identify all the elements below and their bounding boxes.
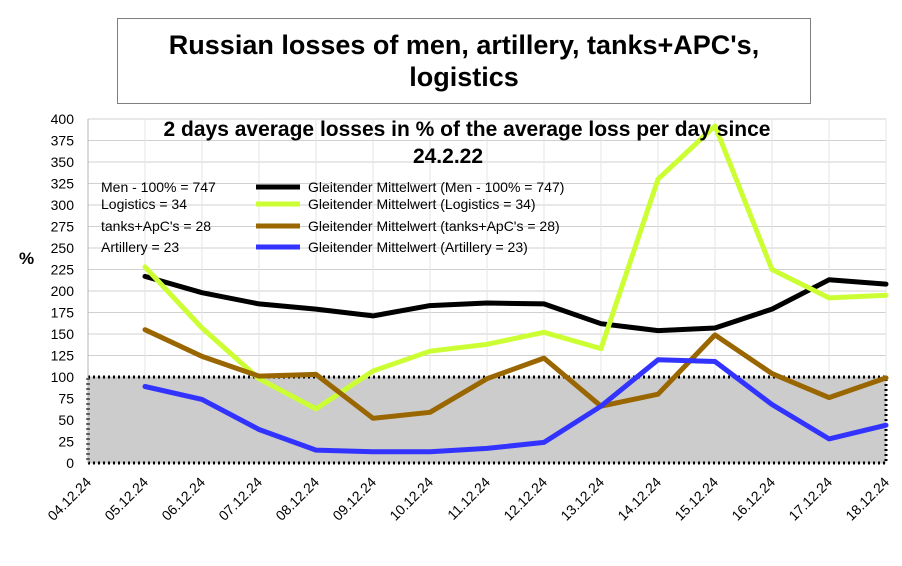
- x-tick-label: 17.12.24: [785, 474, 835, 524]
- x-tick-label: 15.12.24: [671, 474, 721, 524]
- legend-entry: Gleitender Mittelwert (tanks+ApC's = 28): [308, 218, 560, 234]
- y-tick-label: 175: [51, 305, 75, 321]
- x-tick-label: 16.12.24: [728, 474, 778, 524]
- y-tick-label: 100: [51, 369, 75, 385]
- y-tick-label: 275: [51, 219, 75, 235]
- y-tick-label: 300: [51, 197, 75, 213]
- y-tick-label: 350: [51, 154, 75, 170]
- y-tick-label: 400: [51, 111, 75, 127]
- y-tick-label: 375: [51, 133, 75, 149]
- x-tick-label: 08.12.24: [272, 474, 322, 524]
- y-axis-label: %: [19, 249, 34, 268]
- x-tick-label: 10.12.24: [386, 474, 436, 524]
- legend-entry: Gleitender Mittelwert (Logistics = 34): [308, 196, 536, 212]
- x-tick-label: 06.12.24: [158, 474, 208, 524]
- x-tick-label: 14.12.24: [614, 474, 664, 524]
- x-tick-label: 12.12.24: [500, 474, 550, 524]
- series-line-3: [142, 357, 889, 455]
- legend-entry: Gleitender Mittelwert (Artillery = 23): [308, 239, 528, 255]
- x-tick-label: 11.12.24: [444, 474, 493, 523]
- y-tick-label: 225: [51, 262, 75, 278]
- y-tick-label: 200: [51, 283, 75, 299]
- legend-note: Artillery = 23: [101, 239, 179, 255]
- y-tick-label: 75: [58, 391, 74, 407]
- chart-subtitle: 2 days average losses in % of the averag…: [164, 118, 771, 168]
- series-line-2: [142, 327, 889, 421]
- subtitle-line: 2 days average losses in % of the averag…: [164, 118, 771, 141]
- y-tick-label: 50: [58, 412, 74, 428]
- series-line-1: [142, 123, 889, 412]
- y-tick-label: 150: [51, 326, 75, 342]
- x-axis-ticks: 04.12.24 05.12.24 06.12.24 07.12.24 08.12.24…: [44, 474, 892, 524]
- x-tick-label: 07.12.24: [215, 474, 265, 524]
- y-axis-ticks: 0 25 50 75 100 125 150 175 200 225 250 275 300 325 350…: [51, 111, 75, 471]
- x-tick-label: 04.12.24: [44, 474, 94, 524]
- y-tick-label: 250: [51, 240, 75, 256]
- y-tick-label: 325: [51, 176, 75, 192]
- series-lines: [142, 123, 889, 455]
- chart-title: Russian losses of men, artillery, tanks+…: [117, 18, 811, 104]
- y-tick-label: 0: [66, 455, 74, 471]
- y-tick-label: 25: [58, 434, 74, 450]
- x-tick-label: 05.12.24: [101, 474, 151, 524]
- y-tick-label: 125: [51, 348, 75, 364]
- x-tick-label: 18.12.24: [842, 474, 892, 524]
- x-tick-label: 09.12.24: [329, 474, 379, 524]
- legend-note: Logistics = 34: [101, 196, 187, 212]
- legend-note: Men - 100% = 747: [101, 179, 216, 195]
- legend-entry: Gleitender Mittelwert (Men - 100% = 747): [308, 179, 564, 195]
- legend-note: tanks+ApC's = 28: [101, 218, 211, 234]
- series-line-0: [142, 273, 889, 334]
- x-tick-label: 13.12.24: [557, 474, 607, 524]
- subtitle-line: 24.2.22: [413, 145, 483, 168]
